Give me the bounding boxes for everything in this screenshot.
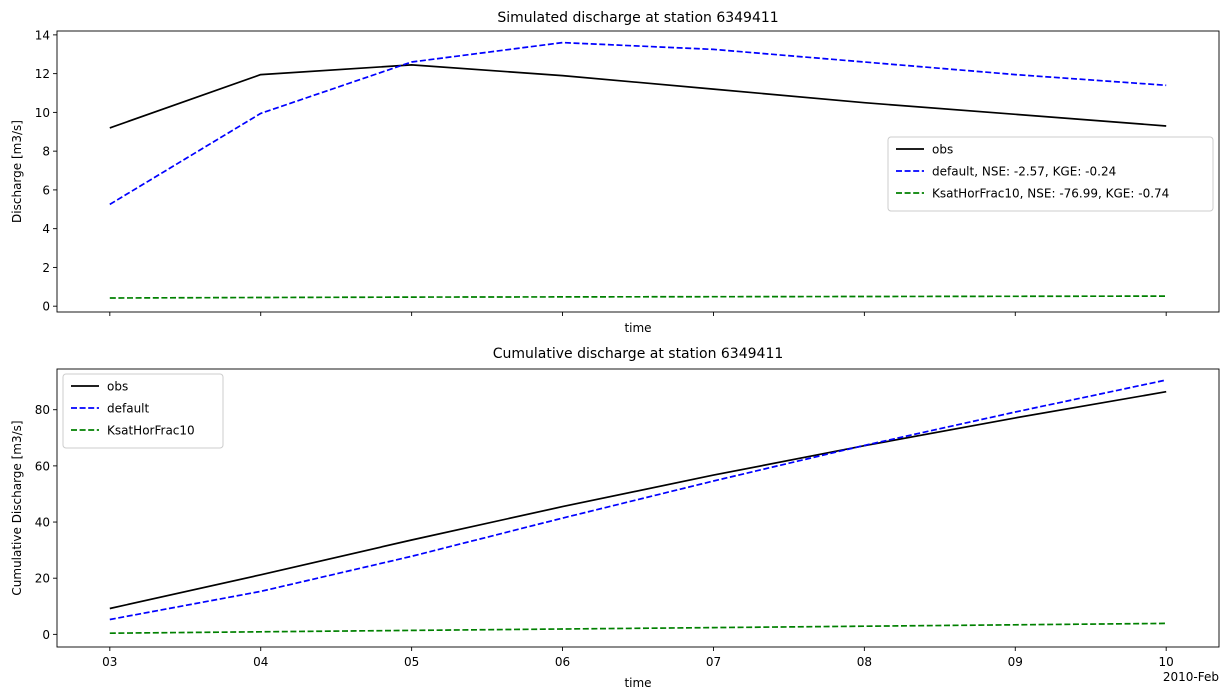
plot-frame	[56, 368, 1220, 648]
x-tick-label: 05	[404, 655, 419, 669]
x-axis-label: time	[624, 676, 651, 690]
x-tick-label: 04	[253, 655, 268, 669]
x-tick-label: 09	[1008, 655, 1023, 669]
legend-label: obs	[932, 143, 953, 157]
legend-label: obs	[107, 380, 128, 394]
series-line-3	[109, 622, 1167, 635]
y-tick-label: 10	[35, 106, 50, 120]
y-tick-label: 60	[35, 459, 50, 473]
x-tick-label: 06	[555, 655, 570, 669]
chart-title: Cumulative discharge at station 6349411	[493, 346, 784, 362]
y-tick-label: 6	[42, 183, 50, 197]
chart-2: Cumulative discharge at station 6349411 0…	[10, 346, 1220, 690]
legend-label: KsatHorFrac10	[107, 424, 195, 438]
y-tick-label: 14	[35, 28, 50, 42]
legend-label: default, NSE: -2.57, KGE: -0.24	[932, 165, 1116, 179]
y-tick-label: 8	[42, 145, 50, 159]
legend: obs default, NSE: -2.57, KGE: -0.24 KsatHo…	[887, 136, 1214, 212]
legend-box	[62, 373, 224, 449]
y-tick-label: 40	[35, 516, 50, 530]
y-tick-label: 0	[42, 300, 50, 314]
chart-title: Simulated discharge at station 6349411	[497, 10, 778, 26]
y-axis-label: Cumulative Discharge [m3/s]	[10, 420, 24, 595]
x-axis-label: time	[624, 321, 651, 335]
x-offset-label: 2010-Feb	[1163, 670, 1219, 684]
series-line-2	[109, 379, 1167, 621]
legend-label: KsatHorFrac10, NSE: -76.99, KGE: -0.74	[932, 187, 1169, 201]
plot-frame	[56, 30, 1220, 313]
y-tick-label: 20	[35, 572, 50, 586]
series-line-1	[109, 64, 1167, 129]
y-tick-label: 4	[42, 222, 50, 236]
series-line-2	[109, 41, 1167, 206]
y-tick-label: 80	[35, 403, 50, 417]
chart-1: Simulated discharge at station 6349411 0 2…	[10, 10, 1220, 335]
y-tick-label: 12	[35, 67, 50, 81]
x-tick-label: 10	[1159, 655, 1174, 669]
legend-box	[887, 136, 1214, 212]
y-tick-label: 2	[42, 261, 50, 275]
x-tick-label: 07	[706, 655, 721, 669]
x-tick-label: 08	[857, 655, 872, 669]
legend: obs default KsatHorFrac10	[62, 373, 224, 449]
x-tick-label: 03	[102, 655, 117, 669]
y-tick-label: 0	[42, 628, 50, 642]
y-axis-label: Discharge [m3/s]	[10, 120, 24, 223]
series-line-1	[109, 390, 1167, 610]
series-line-3	[109, 295, 1167, 299]
legend-label: default	[107, 402, 150, 416]
